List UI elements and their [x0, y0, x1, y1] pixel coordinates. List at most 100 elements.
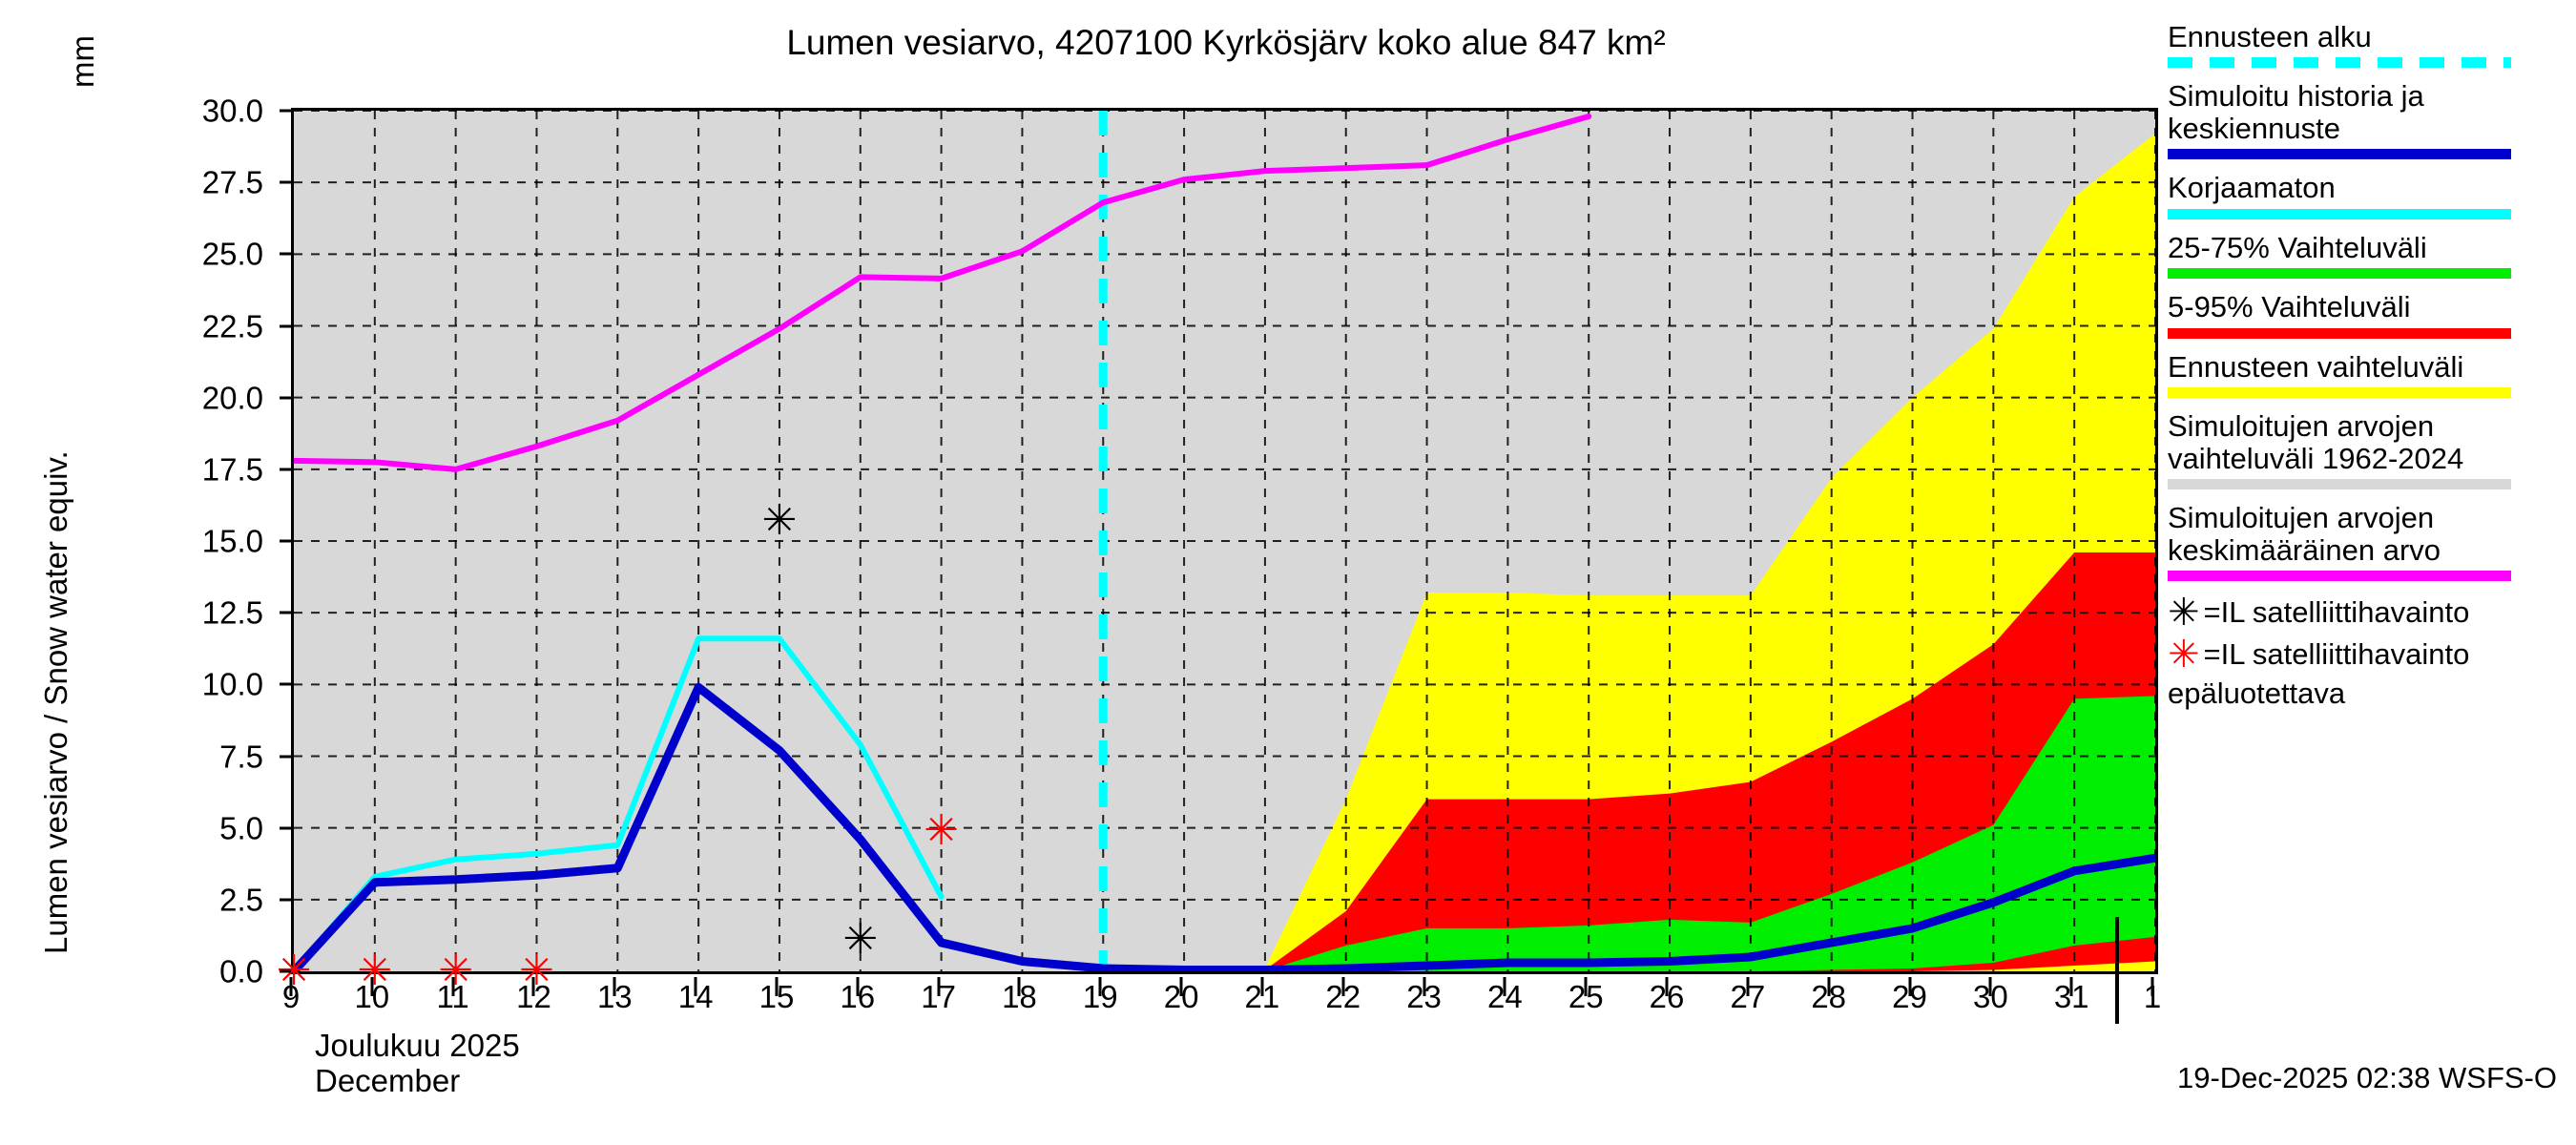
month-label-fi: Joulukuu 2025 — [315, 1028, 520, 1063]
y-axis-tick-label: 27.5 — [201, 164, 263, 200]
page-title: Lumen vesiarvo, 4207100 Kyrkösjärv koko … — [786, 23, 1666, 62]
y-axis-labels: 0.0 2.5 5.0 7.5 10.0 12.5 15.0 17.5 20.0 22.5 25.0… — [105, 95, 277, 988]
legend-swatch — [2168, 268, 2511, 280]
x-axis-tick — [370, 977, 374, 996]
legend-satellite-unreliable-icon: ✳ — [2168, 633, 2200, 677]
x-axis-tick-label: 1 — [2143, 979, 2162, 1014]
legend-swatch — [2168, 387, 2511, 399]
chart-canvas — [294, 111, 2155, 971]
x-axis-tick — [1260, 977, 1264, 996]
legend-item: Korjaamaton — [2168, 172, 2568, 219]
year-boundary-separator — [2114, 917, 2119, 1024]
y-axis-tick-label: 30.0 — [201, 93, 263, 129]
x-axis-tick — [2150, 977, 2154, 996]
y-axis-tick — [280, 468, 291, 471]
y-axis-title: Lumen vesiarvo / Snow water equiv. — [38, 450, 73, 954]
legend-swatch — [2168, 479, 2511, 490]
y-axis-tick-label: 15.0 — [201, 523, 263, 559]
legend-swatch — [2168, 57, 2511, 69]
y-axis-tick-label: 0.0 — [219, 953, 263, 989]
legend-swatch — [2168, 571, 2511, 582]
legend-item: Simuloitujen arvojen vaihteluväli 1962-20… — [2168, 409, 2568, 490]
x-axis-tick — [856, 977, 860, 996]
legend-marker-label: =IL satelliittihavainto — [2203, 637, 2470, 672]
legend-item: Ennusteen alku — [2168, 20, 2568, 69]
y-axis-tick-label: 5.0 — [219, 810, 263, 846]
legend-item: Simuloitu historia ja keskiennuste — [2168, 79, 2568, 160]
series-simulated-history-and-mean-forecast — [294, 682, 2155, 971]
legend-swatch — [2168, 208, 2511, 219]
x-axis-tick — [937, 977, 941, 996]
legend-item-label: Korjaamaton — [2168, 171, 2336, 205]
x-axis-tick — [1179, 977, 1183, 996]
y-axis-tick — [280, 898, 291, 902]
x-axis-tick — [1827, 977, 1831, 996]
satellite-observation-unreliable-marker: ✳ — [438, 947, 474, 995]
satellite-observation-unreliable-marker: ✳ — [924, 805, 960, 855]
y-axis-tick — [280, 180, 291, 184]
legend-item-label: Simuloitu historia ja — [2168, 79, 2424, 114]
x-axis-tick — [1746, 977, 1750, 996]
x-axis-month-label: Joulukuu 2025 December — [315, 1028, 520, 1099]
y-axis-tick-label: 17.5 — [201, 451, 263, 488]
x-axis-tick — [2069, 977, 2073, 996]
y-axis-tick-label: 10.0 — [201, 666, 263, 702]
legend-swatch — [2168, 327, 2511, 339]
satellite-observation-unreliable-marker: ✳ — [357, 947, 393, 995]
x-axis-tick — [1584, 977, 1588, 996]
legend-item-label: Ennusteen alku — [2168, 20, 2372, 53]
y-axis-tick — [280, 682, 291, 686]
legend-marker-item: ✳ =IL satelliittihavainto — [2168, 593, 2568, 632]
plot-area — [291, 108, 2158, 974]
y-axis-tick — [280, 539, 291, 543]
x-axis-tick — [1988, 977, 1992, 996]
x-axis-tick — [1908, 977, 1912, 996]
legend-item-label: 25-75% Vaihteluväli — [2168, 230, 2427, 264]
series-uncorrected — [294, 635, 945, 971]
x-axis-tick-label: 9 — [281, 979, 301, 1014]
legend-item-label: 5-95% Vaihteluväli — [2168, 290, 2411, 324]
legend-satellite-icon: ✳ — [2168, 591, 2200, 635]
x-axis-tick — [1423, 977, 1426, 996]
footer-timestamp: 19-Dec-2025 02:38 WSFS-O — [2176, 1061, 2557, 1094]
y-axis-tick — [280, 969, 291, 973]
legend-item-label: keskimääräinen arvo — [2168, 532, 2441, 567]
y-axis-tick — [280, 826, 291, 830]
y-axis-tick-label: 2.5 — [219, 882, 263, 918]
y-axis-tick — [280, 611, 291, 614]
y-axis-tick — [280, 109, 291, 113]
x-axis-tick — [775, 977, 779, 996]
x-axis-tick — [1503, 977, 1506, 996]
x-axis-tick — [1098, 977, 1102, 996]
y-axis-tick-label: 20.0 — [201, 380, 263, 416]
legend-marker-label: =IL satelliittihavainto — [2203, 595, 2470, 630]
x-axis-tick — [289, 977, 293, 996]
satellite-observation-unreliable-marker: ✳ — [519, 947, 554, 995]
y-axis-unit: mm — [65, 35, 100, 88]
legend-item: 25-75% Vaihteluväli — [2168, 230, 2568, 280]
legend-item-label: Simuloitujen arvojen — [2168, 501, 2435, 535]
series-simulated-mean — [294, 114, 1592, 472]
x-axis-tick — [1017, 977, 1021, 996]
band-5-95-vaihteluv-li — [1103, 552, 2155, 971]
legend-item-label: keskiennuste — [2168, 111, 2340, 145]
x-axis-tick — [694, 977, 697, 996]
month-label-en: December — [315, 1062, 461, 1098]
x-axis-labels: 9 10 11 12 13 14 15 16 17 18 19 20 21 22 23 24 25 26 27 28 2… — [282, 977, 2162, 1029]
x-axis-tick — [451, 977, 455, 996]
legend-swatch — [2168, 149, 2511, 160]
legend-item-label: Simuloitujen arvojen — [2168, 409, 2435, 444]
x-axis-tick — [1341, 977, 1345, 996]
legend-item-label: Ennusteen vaihteluväli — [2168, 349, 2464, 384]
legend-marker-item: ✳ =IL satelliittihavainto — [2168, 635, 2568, 674]
y-axis-tick-label: 25.0 — [201, 236, 263, 272]
legend-item: 5-95% Vaihteluväli — [2168, 290, 2568, 339]
band-25-75-vaihteluv-li — [1103, 696, 2155, 971]
y-axis-tick-label: 22.5 — [201, 308, 263, 344]
satellite-observation-marker: ✳ — [761, 495, 798, 545]
satellite-observation-marker: ✳ — [842, 914, 879, 964]
legend-item: Ennusteen vaihteluväli — [2168, 349, 2568, 399]
y-axis-tick-label: 7.5 — [219, 739, 263, 774]
y-axis-tick — [280, 324, 291, 327]
y-axis-tick-label: 12.5 — [201, 594, 263, 631]
